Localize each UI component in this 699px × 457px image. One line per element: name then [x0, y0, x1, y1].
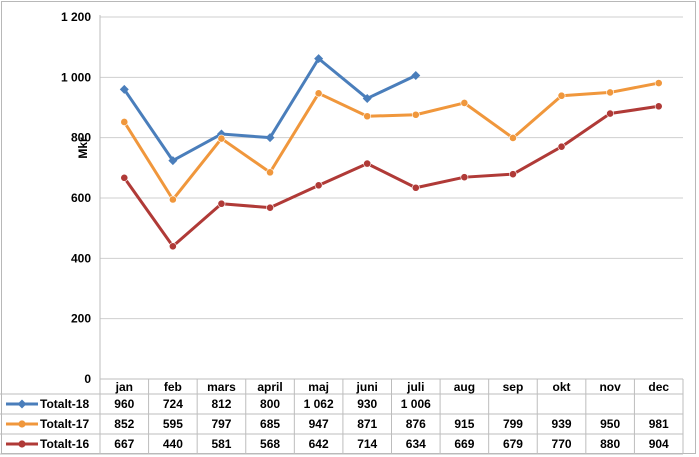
- x-tick-label: juni: [356, 380, 378, 394]
- data-label: 960: [114, 397, 134, 411]
- data-point: [606, 109, 615, 118]
- data-point: [217, 199, 226, 208]
- data-point: [460, 99, 469, 107]
- data-label: 915: [454, 417, 474, 431]
- y-axis-label: Mkr: [76, 137, 90, 159]
- x-tick-label: aug: [454, 380, 475, 394]
- data-label: 679: [503, 437, 523, 451]
- data-label: 724: [163, 397, 183, 411]
- data-point: [509, 134, 517, 142]
- data-point: [411, 110, 420, 119]
- data-label: 1 006: [401, 397, 431, 411]
- data-label: 880: [600, 437, 620, 451]
- data-point: [265, 133, 275, 143]
- x-tick-label: feb: [164, 380, 182, 394]
- data-label: 667: [114, 437, 134, 451]
- data-label: 642: [309, 437, 329, 451]
- data-label: 770: [552, 437, 572, 451]
- data-point: [363, 159, 372, 168]
- data-label: 669: [454, 437, 474, 451]
- gridlines: [100, 16, 683, 380]
- legend-key-marker: [18, 440, 26, 448]
- data-point: [314, 89, 323, 98]
- x-tick-label: okt: [553, 380, 571, 394]
- data-label: 714: [357, 437, 377, 451]
- legend-key-marker: [18, 420, 26, 428]
- data-point: [363, 112, 372, 121]
- legend-label: Totalt-17: [40, 417, 89, 431]
- y-tick-label: 0: [84, 372, 91, 386]
- x-tick-label: juli: [406, 380, 424, 394]
- series-line-0: [123, 57, 417, 163]
- data-label: 812: [211, 397, 231, 411]
- y-tick-label: 800: [71, 131, 91, 145]
- data-label: 440: [163, 437, 183, 451]
- data-point: [120, 173, 129, 182]
- data-point: [606, 88, 615, 97]
- y-tick-label: 200: [71, 312, 91, 326]
- data-label: 581: [211, 437, 231, 451]
- data-point: [266, 168, 274, 177]
- data-label: 797: [211, 417, 231, 431]
- data-label: 800: [260, 397, 280, 411]
- series-markers: [119, 54, 663, 251]
- y-tick-label: 400: [71, 251, 91, 265]
- data-label: 799: [503, 417, 523, 431]
- data-point: [217, 134, 226, 143]
- data-point: [460, 173, 469, 182]
- x-tick-label: nov: [599, 380, 621, 394]
- data-label: 685: [260, 417, 280, 431]
- y-tick-label: 1 000: [61, 70, 91, 84]
- data-point: [557, 142, 566, 151]
- data-point: [411, 71, 421, 81]
- data-label: 981: [649, 417, 669, 431]
- data-point: [509, 170, 517, 179]
- series-lines: [123, 57, 659, 248]
- legend-label: Totalt-16: [40, 437, 89, 451]
- x-tick-label: april: [257, 380, 282, 394]
- data-label: 950: [600, 417, 620, 431]
- data-label: 634: [406, 437, 426, 451]
- y-tick-label: 1 200: [61, 10, 91, 24]
- data-label: 947: [309, 417, 329, 431]
- data-point: [362, 93, 372, 103]
- data-label: 876: [406, 417, 426, 431]
- data-point: [314, 54, 324, 64]
- data-point: [411, 183, 420, 192]
- y-tick-label: 600: [71, 191, 91, 205]
- data-label: 595: [163, 417, 183, 431]
- data-label: 904: [649, 437, 669, 451]
- legend-key-marker: [17, 399, 27, 409]
- data-label: 568: [260, 437, 280, 451]
- x-tick-label: mars: [207, 380, 236, 394]
- data-label: 871: [357, 417, 377, 431]
- legend-label: Totalt-18: [40, 397, 89, 411]
- data-table: jan feb mars april maj juni juli aug sep okt nov de…: [0, 15, 684, 455]
- series-line-1: [123, 81, 659, 202]
- data-point: [266, 203, 274, 212]
- x-tick-label: jan: [115, 380, 133, 394]
- data-point: [119, 84, 129, 94]
- data-label: 930: [357, 397, 377, 411]
- data-point: [654, 102, 663, 111]
- data-point: [654, 79, 663, 87]
- data-label: 939: [552, 417, 572, 431]
- data-label: 1 062: [304, 397, 334, 411]
- x-tick-label: maj: [308, 380, 329, 394]
- data-point: [168, 195, 177, 204]
- series-line-2: [123, 104, 659, 248]
- data-point: [120, 118, 129, 126]
- data-point: [557, 91, 566, 100]
- data-point: [168, 242, 177, 251]
- data-point: [314, 181, 323, 190]
- x-tick-label: sep: [503, 380, 524, 394]
- data-label: 852: [114, 417, 134, 431]
- x-tick-label: dec: [648, 380, 669, 394]
- y-axis-ticks: 0 200 400 600 800 1 000 1 200: [61, 10, 91, 386]
- data-point: [168, 156, 178, 166]
